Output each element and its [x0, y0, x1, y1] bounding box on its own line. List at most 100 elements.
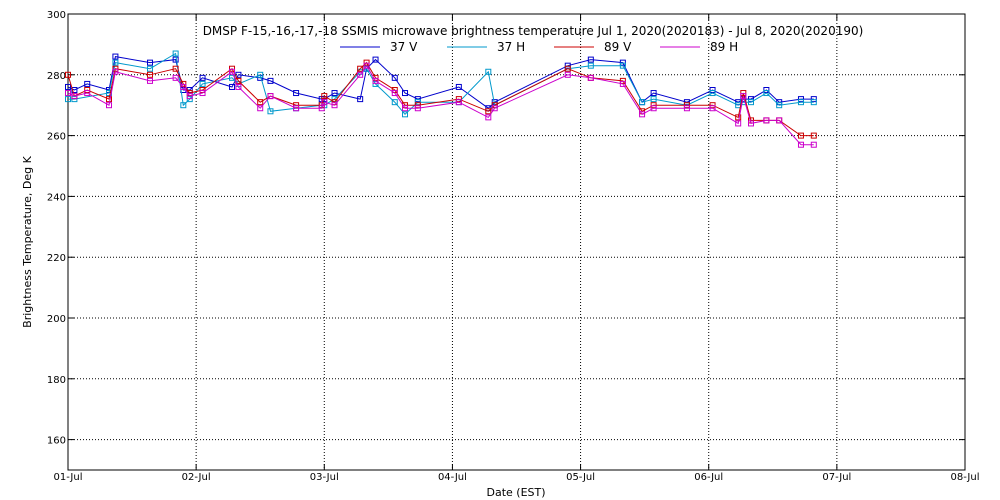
plot-frame	[67, 13, 966, 471]
legend-label: 37 H	[497, 40, 525, 54]
data-point	[180, 83, 187, 90]
data-point	[587, 62, 594, 69]
data-point	[147, 65, 154, 72]
data-point	[455, 83, 462, 90]
data-point	[257, 99, 264, 106]
data-point	[810, 99, 817, 106]
data-point	[650, 96, 657, 103]
data-point	[740, 93, 747, 100]
data-point	[112, 59, 119, 66]
data-point	[172, 50, 179, 57]
x-axis-label: Date (EST)	[486, 486, 545, 499]
x-tick-label: 03-Jul	[310, 472, 339, 483]
series-group	[65, 50, 817, 148]
legend: 37 V 37 H 89 V 89 H	[340, 40, 738, 54]
series-line-89-h	[67, 64, 814, 146]
data-point	[564, 71, 571, 78]
data-point	[186, 93, 193, 100]
axis-ticks: 01-Jul 02-Jul 03-Jul 04-Jul 05-Jul 06-Jul 07-J…	[47, 10, 980, 483]
data-point	[147, 59, 154, 66]
x-tick-label: 01-Jul	[54, 472, 83, 483]
data-point	[740, 90, 747, 97]
data-point	[639, 111, 646, 118]
x-tick-label: 05-Jul	[566, 472, 595, 483]
y-tick-label: 180	[47, 375, 66, 386]
data-point	[797, 132, 804, 139]
data-point	[106, 96, 113, 103]
data-point	[650, 105, 657, 112]
data-point	[735, 120, 742, 127]
data-point	[147, 77, 154, 84]
data-point	[414, 96, 421, 103]
data-point	[235, 71, 242, 78]
data-point	[112, 65, 119, 72]
data-point	[748, 120, 755, 127]
data-point	[639, 99, 646, 106]
y-tick-label: 220	[47, 253, 66, 264]
data-point	[147, 71, 154, 78]
legend-item: 37 H	[447, 40, 525, 54]
y-tick-label: 160	[47, 436, 66, 447]
data-point	[485, 108, 492, 115]
data-point	[402, 105, 409, 112]
data-point	[485, 68, 492, 75]
data-point	[391, 74, 398, 81]
data-point	[455, 96, 462, 103]
data-point	[619, 62, 626, 69]
data-point	[293, 90, 300, 97]
data-point	[65, 96, 71, 103]
data-point	[331, 102, 338, 109]
data-point	[564, 65, 571, 72]
data-point	[391, 99, 398, 106]
data-point	[199, 90, 206, 97]
y-tick-label: 240	[47, 192, 66, 203]
data-point	[619, 77, 626, 84]
data-point	[810, 96, 817, 103]
data-point	[709, 90, 716, 97]
data-point	[402, 90, 409, 97]
data-point	[485, 114, 492, 121]
data-point	[112, 53, 119, 60]
data-point	[455, 99, 462, 106]
data-point	[84, 90, 91, 97]
data-point	[683, 105, 690, 112]
data-point	[71, 87, 78, 93]
y-axis-label: Brightness Temperature, Deg K	[21, 155, 34, 327]
data-point	[709, 105, 716, 112]
data-point	[650, 90, 657, 97]
chart-title: DMSP F-15,-16,-17,-18 SSMIS microwave br…	[203, 24, 864, 38]
legend-item: 89 H	[660, 40, 738, 54]
data-point	[797, 141, 804, 148]
legend-label: 89 V	[604, 40, 632, 54]
data-point	[619, 59, 626, 66]
data-point	[402, 111, 409, 118]
data-point	[587, 74, 594, 81]
data-point	[180, 102, 187, 109]
data-point	[293, 105, 300, 112]
data-point	[810, 132, 817, 139]
data-point	[65, 83, 71, 90]
legend-item: 37 V	[340, 40, 418, 54]
data-point	[357, 96, 364, 103]
data-point	[229, 83, 236, 90]
data-point	[331, 90, 338, 97]
data-point	[357, 65, 364, 72]
data-point	[763, 90, 770, 97]
data-point	[491, 105, 498, 112]
data-point	[776, 102, 783, 109]
data-point	[797, 96, 804, 103]
data-point	[65, 71, 71, 78]
data-point	[257, 71, 264, 78]
x-tick-label: 04-Jul	[438, 472, 467, 483]
data-point	[65, 90, 71, 97]
data-point	[112, 68, 119, 75]
x-tick-label: 02-Jul	[182, 472, 211, 483]
data-point	[321, 99, 328, 106]
legend-item: 89 V	[554, 40, 632, 54]
y-tick-label: 300	[47, 10, 66, 21]
data-point	[619, 80, 626, 87]
data-point	[776, 117, 783, 124]
data-point	[391, 90, 398, 97]
